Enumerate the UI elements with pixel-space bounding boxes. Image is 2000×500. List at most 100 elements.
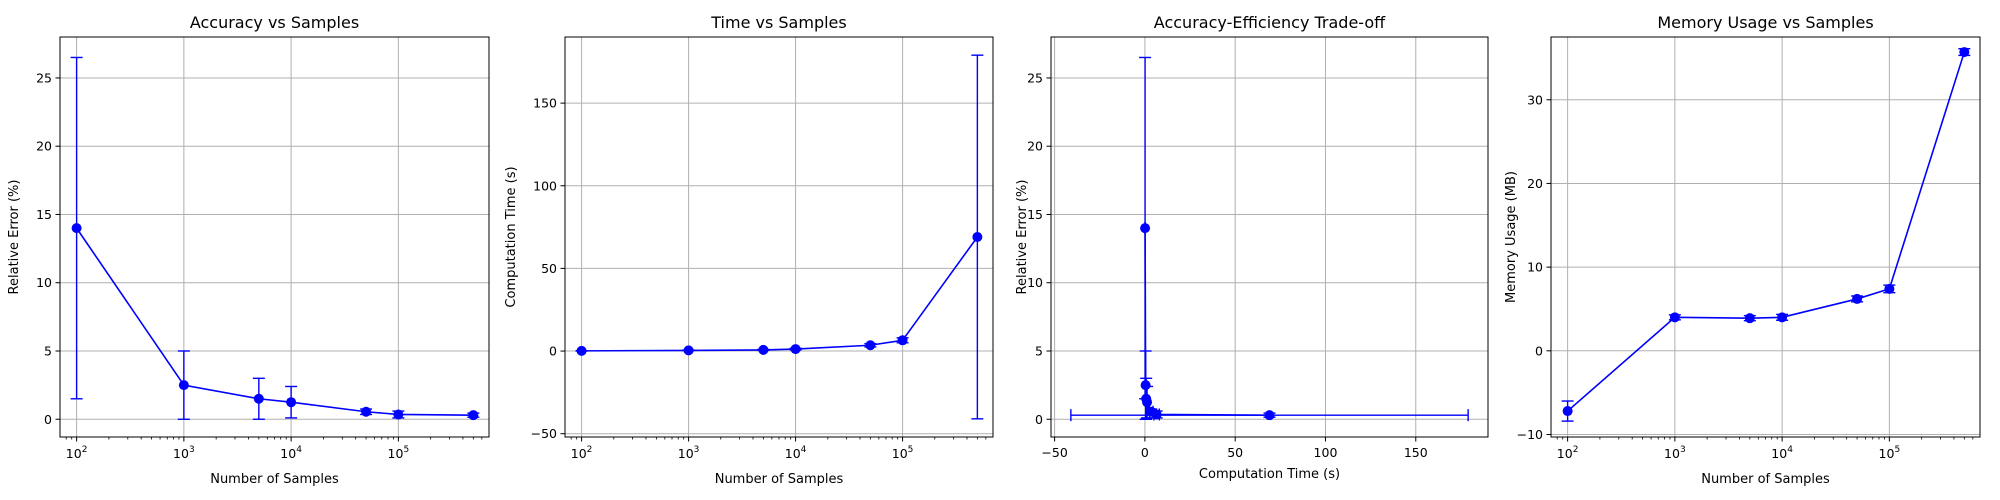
chart-title: Accuracy vs Samples xyxy=(190,13,359,32)
y-axis-label: Relative Error (%) xyxy=(1015,180,1030,295)
y-tick-label: 10 xyxy=(1527,260,1543,275)
y-tick-label: −50 xyxy=(531,426,557,441)
data-point xyxy=(897,335,908,346)
data-point xyxy=(253,393,264,404)
data-point xyxy=(865,340,876,351)
y-tick-label: 0 xyxy=(1035,412,1043,427)
x-tick-base: 10 xyxy=(892,446,908,461)
x-tick-base: 10 xyxy=(1664,446,1680,461)
x-tick-label: 102 xyxy=(1557,445,1579,461)
plot-frame xyxy=(564,36,994,438)
series-line xyxy=(75,227,474,416)
y-tick-label: 30 xyxy=(1527,92,1543,107)
x-tick-label: 102 xyxy=(571,445,593,461)
x-axis-label: Number of Samples xyxy=(210,472,339,487)
x-tick-base: 10 xyxy=(66,446,82,461)
data-point xyxy=(790,344,801,355)
x-tick-label: 104 xyxy=(785,445,807,461)
data-point xyxy=(1264,410,1275,421)
y-tick-label: 15 xyxy=(1027,207,1043,222)
x-axis-label: Number of Samples xyxy=(715,472,844,487)
x-tick-exponent: 4 xyxy=(296,445,302,455)
y-tick-label: 20 xyxy=(1027,139,1043,154)
series-1 xyxy=(1070,56,1469,422)
data-point xyxy=(1562,406,1573,417)
data-point xyxy=(683,345,694,356)
data-point xyxy=(71,223,82,234)
y-tick-label: 5 xyxy=(44,343,52,358)
y-tick-label: 100 xyxy=(533,178,557,193)
x-tick-base: 10 xyxy=(388,446,404,461)
data-point xyxy=(1959,47,1970,58)
data-point xyxy=(286,397,297,408)
x-tick-label: 102 xyxy=(66,445,88,461)
data-point xyxy=(1142,397,1153,408)
data-point xyxy=(1140,380,1151,391)
y-tick-label: −10 xyxy=(1517,427,1543,442)
data-point xyxy=(361,406,372,417)
series-line xyxy=(1567,51,1966,412)
y-tick-label: 0 xyxy=(549,344,557,359)
x-tick-base: 10 xyxy=(785,446,801,461)
x-tick-base: 10 xyxy=(173,446,189,461)
y-tick-label: 20 xyxy=(36,139,52,154)
x-tick-exponent: 4 xyxy=(801,445,807,455)
data-point xyxy=(1884,283,1895,294)
y-tick-label: 20 xyxy=(1527,176,1543,191)
x-tick-label: 100 xyxy=(1314,445,1338,460)
y-axis-label: Memory Usage (MB) xyxy=(1504,171,1519,303)
y-tick-label: 15 xyxy=(36,207,52,222)
data-point xyxy=(576,345,587,356)
series-line xyxy=(581,236,979,352)
y-tick-label: 25 xyxy=(36,70,52,85)
plot-frame xyxy=(59,36,490,438)
x-tick-label: 105 xyxy=(1879,445,1901,461)
y-tick-label: 10 xyxy=(1027,275,1043,290)
x-tick-exponent: 5 xyxy=(403,445,409,455)
x-tick-exponent: 3 xyxy=(1680,445,1686,455)
series-line xyxy=(1144,228,1270,416)
series-1 xyxy=(1561,47,1971,422)
x-tick-base: 10 xyxy=(1879,446,1895,461)
plot-frame xyxy=(1550,36,1981,438)
x-tick-base: 10 xyxy=(280,446,296,461)
y-axis-label: Computation Time (s) xyxy=(504,166,519,307)
chart-title: Memory Usage vs Samples xyxy=(1657,13,1873,32)
x-tick-base: 10 xyxy=(1557,446,1573,461)
x-tick-label: 0 xyxy=(1141,445,1149,460)
x-tick-base: 10 xyxy=(678,446,694,461)
x-tick-exponent: 3 xyxy=(694,445,700,455)
series-1 xyxy=(575,54,984,420)
x-axis-label: Computation Time (s) xyxy=(1199,467,1340,482)
data-point xyxy=(1669,312,1680,323)
plot-frame xyxy=(1050,36,1489,438)
x-tick-label: 105 xyxy=(892,445,914,461)
y-tick-label: 50 xyxy=(541,261,557,276)
y-tick-label: 5 xyxy=(1035,343,1043,358)
data-point xyxy=(393,409,404,420)
x-tick-label: 104 xyxy=(280,445,302,461)
x-tick-base: 10 xyxy=(1771,446,1787,461)
chart-title: Accuracy-Efficiency Trade-off xyxy=(1154,13,1386,32)
x-tick-label: 103 xyxy=(1664,445,1686,461)
y-tick-label: 0 xyxy=(1535,343,1543,358)
x-tick-label: 104 xyxy=(1771,445,1793,461)
data-point xyxy=(758,344,769,355)
x-tick-label: −50 xyxy=(1041,445,1067,460)
data-point xyxy=(468,410,479,421)
chart-title: Time vs Samples xyxy=(710,13,846,32)
data-point xyxy=(972,232,983,242)
y-tick-label: 10 xyxy=(36,275,52,290)
x-tick-label: 103 xyxy=(173,445,195,461)
x-tick-label: 50 xyxy=(1227,445,1243,460)
x-tick-exponent: 4 xyxy=(1787,445,1793,455)
chart-panel-3: −50 0 50 100 150 0 5 10 15 20 25 Accuracy-Efficienc… xyxy=(1015,13,1489,482)
x-tick-exponent: 2 xyxy=(1573,445,1579,455)
x-tick-label: 105 xyxy=(388,445,410,461)
x-tick-label: 103 xyxy=(678,445,700,461)
series-1 xyxy=(70,56,480,421)
data-point xyxy=(1852,293,1863,304)
